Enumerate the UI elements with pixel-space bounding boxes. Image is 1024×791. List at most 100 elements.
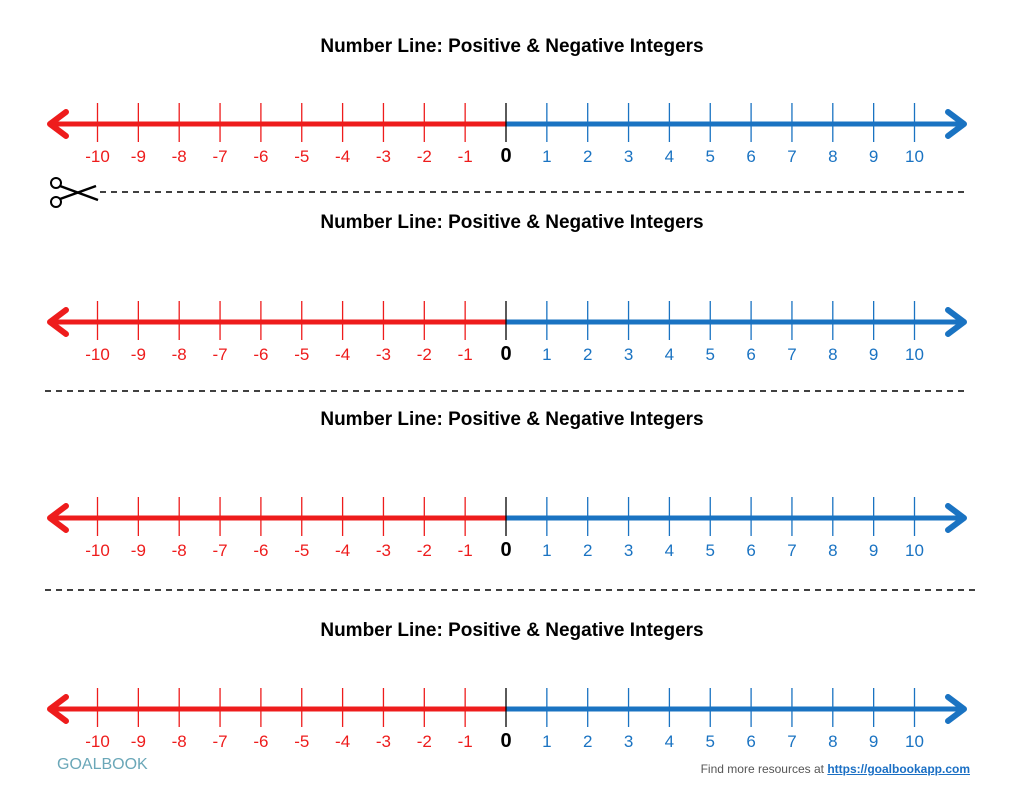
tick-label: -10 <box>85 345 110 364</box>
tick-label: -3 <box>376 541 391 560</box>
footer: Find more resources at https://goalbooka… <box>701 762 970 776</box>
tick-label: -6 <box>253 732 268 751</box>
tick-label: -5 <box>294 345 309 364</box>
tick-label: 10 <box>905 541 924 560</box>
tick-label: 4 <box>665 541 674 560</box>
tick-label: -1 <box>458 345 473 364</box>
tick-label: 1 <box>542 732 551 751</box>
tick-label: 1 <box>542 147 551 166</box>
tick-label: -9 <box>131 541 146 560</box>
tick-label: 4 <box>665 147 674 166</box>
tick-label: 5 <box>706 345 715 364</box>
number-line-title: Number Line: Positive & Negative Integer… <box>320 212 704 233</box>
footer-text: Find more resources at <box>700 762 824 776</box>
tick-label: 10 <box>905 147 924 166</box>
tick-label: -8 <box>172 147 187 166</box>
tick-label: -3 <box>376 147 391 166</box>
tick-label: 1 <box>542 541 551 560</box>
tick-label: -10 <box>85 541 110 560</box>
tick-label: 2 <box>583 345 592 364</box>
tick-label: 9 <box>869 732 878 751</box>
tick-label: -5 <box>294 541 309 560</box>
tick-label: 5 <box>706 147 715 166</box>
tick-label: -7 <box>212 147 227 166</box>
right-arrow-icon <box>945 109 967 139</box>
tick-label: 5 <box>706 541 715 560</box>
tick-label: -7 <box>212 541 227 560</box>
tick-label: -4 <box>335 732 350 751</box>
tick-label: 0 <box>500 539 511 561</box>
right-arrow-icon <box>945 694 967 724</box>
tick-label: -9 <box>131 147 146 166</box>
tick-label: -4 <box>335 147 350 166</box>
tick-label: -1 <box>458 541 473 560</box>
tick-label: 2 <box>583 732 592 751</box>
tick-label: 3 <box>624 345 633 364</box>
tick-label: 0 <box>500 343 511 365</box>
tick-label: 6 <box>746 147 755 166</box>
tick-label: -9 <box>131 345 146 364</box>
tick-label: -7 <box>212 732 227 751</box>
tick-label: 6 <box>746 732 755 751</box>
left-arrow-icon <box>47 307 69 337</box>
number-line-title: Number Line: Positive & Negative Integer… <box>320 620 704 641</box>
right-arrow-icon <box>945 503 967 533</box>
tick-label: 5 <box>706 732 715 751</box>
right-arrow-icon <box>945 307 967 337</box>
tick-label: 2 <box>583 147 592 166</box>
tick-label: -1 <box>458 732 473 751</box>
tick-label: -1 <box>458 147 473 166</box>
tick-label: 3 <box>624 541 633 560</box>
tick-label: 7 <box>787 345 796 364</box>
tick-label: -4 <box>335 541 350 560</box>
tick-label: -7 <box>212 345 227 364</box>
tick-label: 2 <box>583 541 592 560</box>
footer-link[interactable]: https://goalbookapp.com <box>827 762 970 776</box>
tick-label: 6 <box>746 345 755 364</box>
tick-label: 8 <box>828 345 837 364</box>
tick-label: 8 <box>828 147 837 166</box>
tick-label: 9 <box>869 345 878 364</box>
tick-label: 3 <box>624 732 633 751</box>
tick-label: -5 <box>294 147 309 166</box>
tick-label: 4 <box>665 732 674 751</box>
scissors-icon <box>50 177 99 208</box>
tick-label: -3 <box>376 732 391 751</box>
tick-label: 9 <box>869 541 878 560</box>
tick-label: -8 <box>172 541 187 560</box>
tick-label: 6 <box>746 541 755 560</box>
left-arrow-icon <box>47 503 69 533</box>
tick-label: -10 <box>85 732 110 751</box>
number-line-title: Number Line: Positive & Negative Integer… <box>320 36 704 57</box>
tick-label: 1 <box>542 345 551 364</box>
tick-label: 10 <box>905 732 924 751</box>
goalbook-logo: GOALBOOK <box>57 756 148 773</box>
tick-label: -2 <box>417 147 432 166</box>
tick-label: 10 <box>905 345 924 364</box>
tick-label: -6 <box>253 345 268 364</box>
number-line-title: Number Line: Positive & Negative Integer… <box>320 409 704 430</box>
tick-label: 0 <box>500 145 511 167</box>
tick-label: 9 <box>869 147 878 166</box>
tick-label: 0 <box>500 730 511 752</box>
tick-label: -3 <box>376 345 391 364</box>
tick-label: -8 <box>172 345 187 364</box>
tick-label: -2 <box>417 345 432 364</box>
tick-label: -6 <box>253 541 268 560</box>
tick-label: -2 <box>417 541 432 560</box>
tick-label: -9 <box>131 732 146 751</box>
tick-label: 8 <box>828 541 837 560</box>
left-arrow-icon <box>47 694 69 724</box>
tick-label: 7 <box>787 541 796 560</box>
tick-label: -2 <box>417 732 432 751</box>
tick-label: -10 <box>85 147 110 166</box>
left-arrow-icon <box>47 109 69 139</box>
tick-label: 3 <box>624 147 633 166</box>
tick-label: 7 <box>787 732 796 751</box>
tick-label: 4 <box>665 345 674 364</box>
tick-label: -5 <box>294 732 309 751</box>
tick-label: 7 <box>787 147 796 166</box>
tick-label: 8 <box>828 732 837 751</box>
tick-label: -6 <box>253 147 268 166</box>
